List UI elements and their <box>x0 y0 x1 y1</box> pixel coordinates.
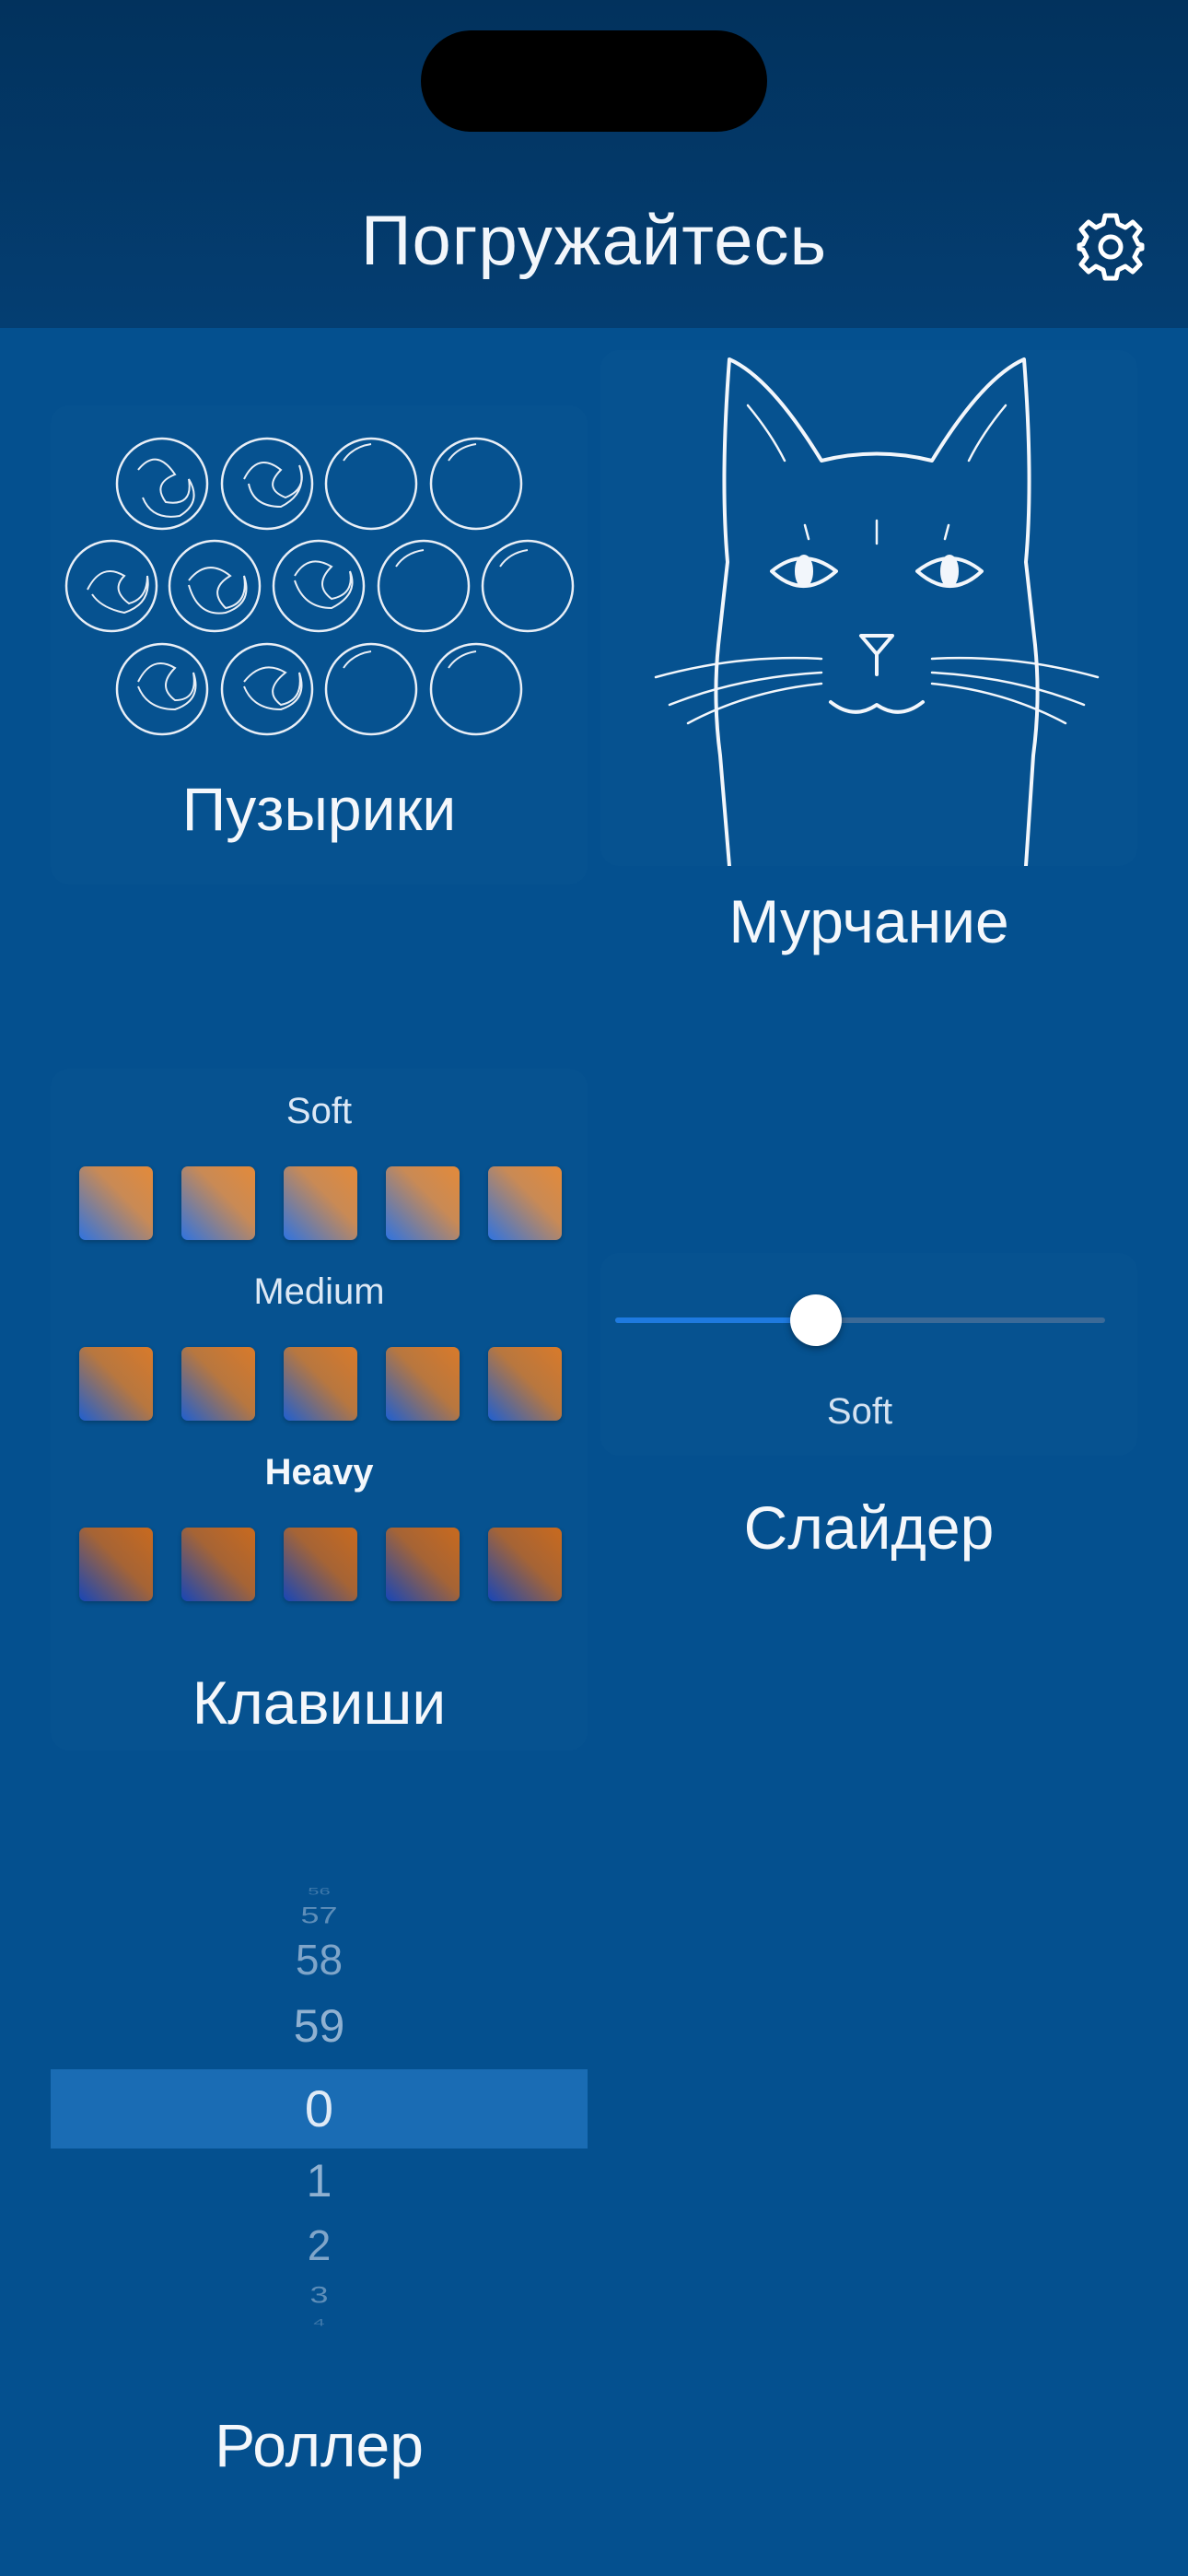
heavy-key[interactable] <box>79 1528 153 1601</box>
medium-key[interactable] <box>386 1347 460 1421</box>
heavy-key[interactable] <box>386 1528 460 1601</box>
slider-fill <box>615 1317 816 1323</box>
bubbles-label: Пузырики <box>181 775 457 843</box>
medium-key[interactable] <box>284 1347 357 1421</box>
roller-picker[interactable]: 56 57 58 59 0 1 2 3 4 <box>51 1879 588 2340</box>
bubbles-tile[interactable]: Пузырики <box>51 405 588 884</box>
slider-value: Soft <box>826 1391 893 1432</box>
page-title: Погружайтесь <box>360 202 828 280</box>
purr-tile[interactable]: Мурчание <box>600 350 1137 955</box>
roller-item: 3 <box>309 2281 329 2308</box>
roller-selection-highlight <box>51 2069 588 2149</box>
roller-label: Роллер <box>215 2411 424 2479</box>
keys-label: Клавиши <box>192 1669 447 1737</box>
roller-item: 1 <box>306 2155 332 2207</box>
heavy-key-row <box>79 1528 562 1601</box>
heavy-key[interactable] <box>181 1528 255 1601</box>
key-row-title: Heavy <box>264 1452 374 1493</box>
heavy-key[interactable] <box>284 1528 357 1601</box>
medium-key[interactable] <box>181 1347 255 1421</box>
soft-key[interactable] <box>386 1166 460 1240</box>
roller-selected-value: 0 <box>304 2079 334 2137</box>
soft-key[interactable] <box>181 1166 255 1240</box>
soft-key[interactable] <box>79 1166 153 1240</box>
medium-key[interactable] <box>488 1347 562 1421</box>
navigation-bar: Погружайтесь <box>0 0 1188 328</box>
slider-track[interactable] <box>615 1294 1105 1346</box>
purr-label: Мурчание <box>728 887 1009 955</box>
soft-key[interactable] <box>488 1166 562 1240</box>
roller-item: 57 <box>300 1902 338 1928</box>
cat-icon <box>654 357 1100 866</box>
bubble-wrap-icon <box>64 437 575 736</box>
keys-tile: Soft Medium Heavy Клавиши <box>51 1069 588 1751</box>
soft-key-row <box>79 1166 562 1240</box>
heavy-key[interactable] <box>488 1528 562 1601</box>
medium-key-row <box>79 1347 562 1421</box>
roller-item: 4 <box>313 2316 325 2329</box>
soft-key[interactable] <box>284 1166 357 1240</box>
key-row-title: Soft <box>285 1091 353 1131</box>
slider-label: Слайдер <box>743 1493 995 1562</box>
key-row-title: Medium <box>253 1271 385 1312</box>
roller-item: 59 <box>293 2000 345 2052</box>
roller-item: 58 <box>295 1936 344 1984</box>
roller-item: 2 <box>307 2221 332 2269</box>
dynamic-island <box>421 30 767 132</box>
gear-icon[interactable] <box>1074 210 1147 284</box>
slider-thumb[interactable] <box>790 1294 842 1346</box>
medium-key[interactable] <box>79 1347 153 1421</box>
roller-item: 56 <box>308 1885 331 1898</box>
